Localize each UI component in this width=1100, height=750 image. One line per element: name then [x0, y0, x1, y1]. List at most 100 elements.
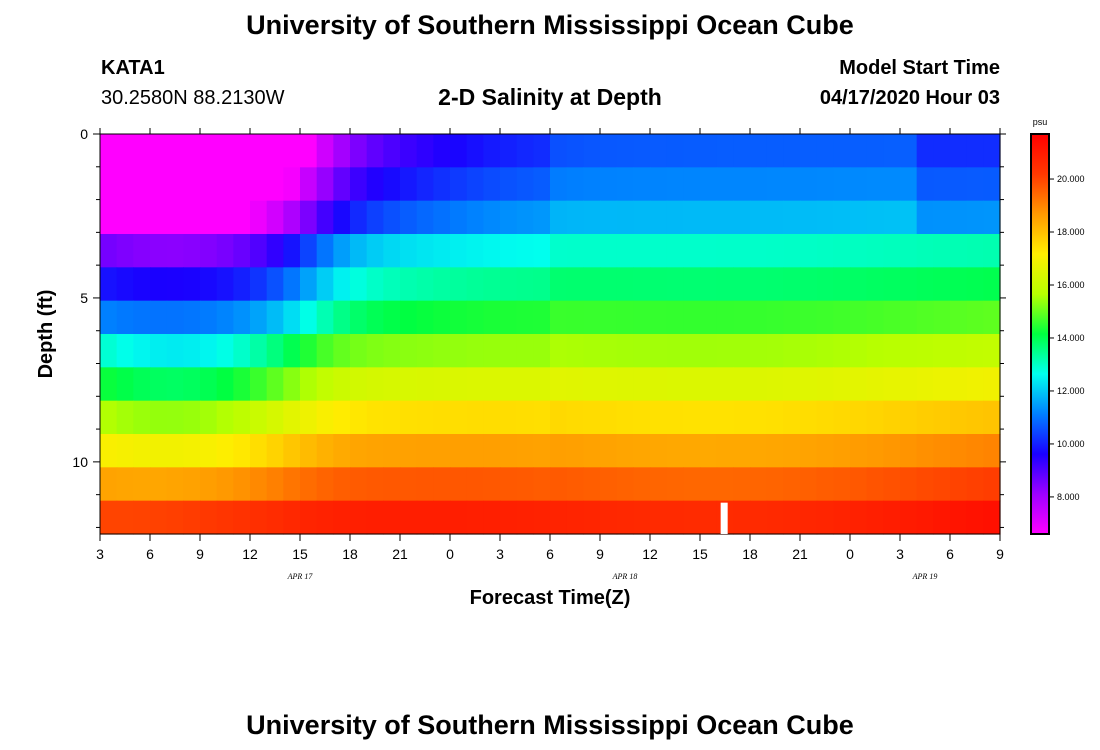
y-axis-ticks: 0 5 10: [72, 126, 1006, 528]
heatmap-cell: [616, 200, 634, 235]
heatmap-cell: [116, 500, 134, 535]
heatmap-cell: [983, 167, 1001, 202]
heatmap-cell: [816, 400, 834, 435]
heatmap-cell: [400, 267, 418, 302]
heatmap-cell: [816, 300, 834, 335]
heatmap-cell: [733, 200, 751, 235]
heatmap-cell: [166, 500, 184, 535]
heatmap-cell: [516, 267, 534, 302]
heatmap-cell: [483, 267, 501, 302]
heatmap-cell: [833, 134, 851, 168]
heatmap-cell: [983, 500, 1001, 535]
heatmap-cell: [733, 334, 751, 368]
heatmap-cell: [900, 400, 918, 435]
heatmap-cell: [366, 300, 384, 335]
heatmap-cell: [416, 334, 434, 368]
heatmap-cell: [516, 367, 534, 402]
heatmap-cell: [533, 167, 551, 202]
heatmap-cell: [416, 434, 434, 468]
heatmap-cell: [650, 200, 668, 235]
heatmap-cell: [133, 134, 151, 168]
heatmap-cell: [550, 267, 568, 302]
heatmap-cell: [333, 134, 351, 168]
heatmap-cell: [350, 300, 368, 335]
heatmap-cell: [950, 467, 968, 502]
heatmap-cell: [166, 400, 184, 435]
heatmap-cell: [716, 200, 734, 235]
heatmap-cell: [550, 134, 568, 168]
heatmap-cell: [966, 334, 984, 368]
model-start-value: 04/17/2020 Hour 03: [819, 87, 1000, 109]
heatmap-cell: [283, 400, 301, 435]
heatmap-cell: [200, 367, 218, 402]
heatmap-cell: [566, 334, 584, 368]
heatmap-cell: [716, 167, 734, 202]
footer-title: University of Southern Mississippi Ocean…: [246, 710, 854, 740]
heatmap-cell: [600, 167, 618, 202]
heatmap-cell: [550, 334, 568, 368]
heatmap-cell: [416, 167, 434, 202]
heatmap-cell: [800, 500, 818, 535]
heatmap-cell: [483, 134, 501, 168]
heatmap-cell: [733, 134, 751, 168]
heatmap-cell: [733, 267, 751, 302]
heatmap-cell: [816, 167, 834, 202]
heatmap-cell: [266, 167, 284, 202]
heatmap-cell: [500, 434, 518, 468]
heatmap-cell: [583, 167, 601, 202]
x-date-label: APR 19: [912, 572, 938, 581]
heatmap-cell: [983, 134, 1001, 168]
heatmap-cell: [950, 267, 968, 302]
heatmap-cell: [800, 434, 818, 468]
heatmap-cell: [366, 367, 384, 402]
heatmap-cell: [666, 167, 684, 202]
heatmap-cell: [283, 334, 301, 368]
heatmap-cell: [433, 400, 451, 435]
heatmap-cell: [300, 334, 318, 368]
heatmap-cell: [600, 400, 618, 435]
heatmap-cell: [333, 167, 351, 202]
heatmap-cell: [150, 134, 168, 168]
heatmap-cell: [516, 134, 534, 168]
heatmap-cell: [433, 200, 451, 235]
heatmap-cell: [200, 267, 218, 302]
heatmap-cell: [433, 500, 451, 535]
heatmap-cell: [500, 500, 518, 535]
heatmap-cell: [966, 500, 984, 535]
heatmap-cell: [183, 334, 201, 368]
heatmap-cell: [800, 400, 818, 435]
heatmap-cell: [600, 200, 618, 235]
heatmap-cell: [483, 334, 501, 368]
heatmap-cell: [616, 134, 634, 168]
heatmap-cell: [233, 300, 251, 335]
heatmap-cell: [883, 267, 901, 302]
heatmap-cell: [800, 167, 818, 202]
heatmap-cell: [783, 134, 801, 168]
heatmap-cell: [800, 334, 818, 368]
heatmap-cell: [950, 167, 968, 202]
heatmap-cell: [733, 467, 751, 502]
heatmap-cell: [516, 467, 534, 502]
heatmap-cell: [866, 234, 884, 268]
heatmap-cell: [216, 400, 234, 435]
heatmap-cell: [683, 434, 701, 468]
heatmap-cell: [833, 400, 851, 435]
heatmap-cell: [100, 200, 118, 235]
heatmap-cell: [916, 134, 934, 168]
heatmap-cell: [616, 234, 634, 268]
heatmap-cell: [916, 400, 934, 435]
heatmap-cell: [850, 300, 868, 335]
heatmap-cell: [383, 167, 401, 202]
heatmap-cell: [683, 367, 701, 402]
heatmap-cell: [466, 134, 484, 168]
heatmap-cell: [983, 467, 1001, 502]
heatmap-cell: [116, 400, 134, 435]
heatmap-cell: [216, 267, 234, 302]
heatmap-cell: [683, 267, 701, 302]
heatmap-cell: [683, 500, 701, 535]
heatmap-cell: [366, 467, 384, 502]
heatmap-cell: [666, 400, 684, 435]
heatmap-cell: [833, 200, 851, 235]
heatmap-cell: [783, 267, 801, 302]
heatmap-cell: [350, 467, 368, 502]
